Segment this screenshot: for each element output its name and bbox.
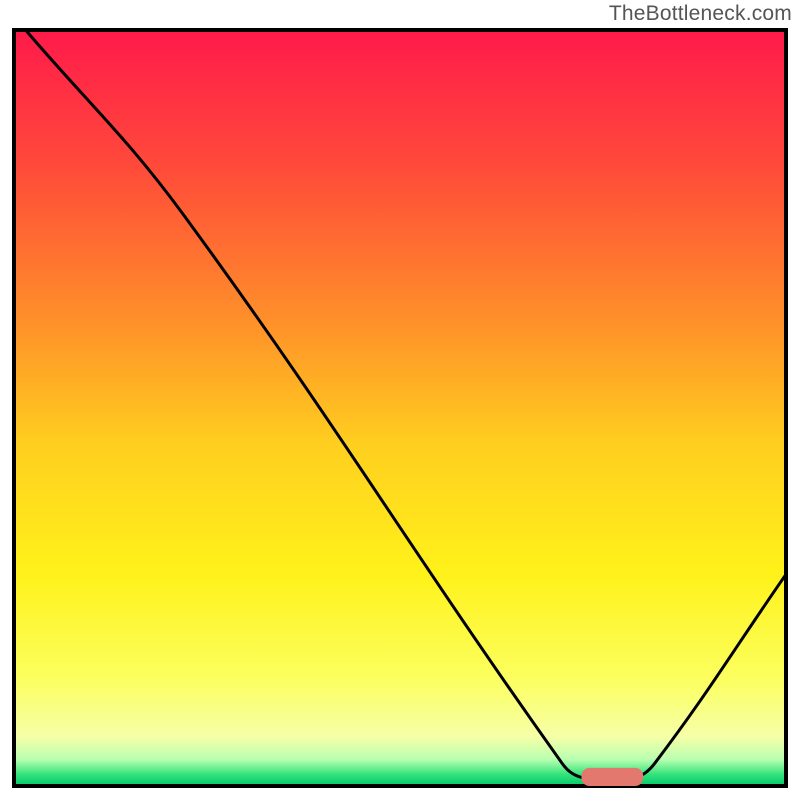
bottleneck-chart	[0, 0, 800, 800]
plot-background	[14, 30, 786, 786]
optimal-range-marker	[581, 768, 643, 786]
